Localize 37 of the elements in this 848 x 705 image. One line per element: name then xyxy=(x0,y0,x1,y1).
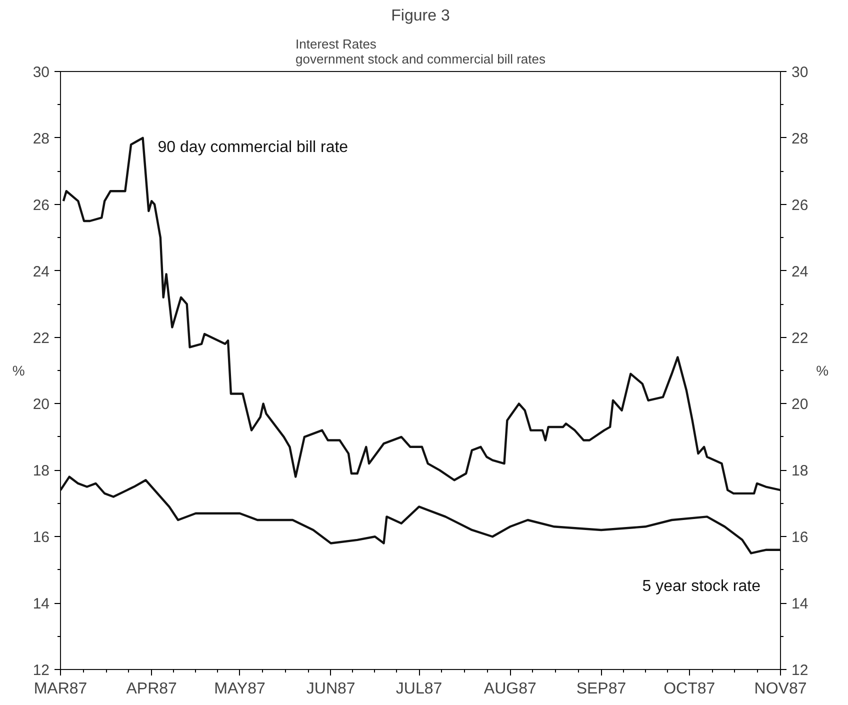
y-tick-label: 20 xyxy=(32,396,50,414)
y2-tick-label: 14 xyxy=(792,596,808,613)
y-tick-label: 30 xyxy=(32,64,50,81)
y-tick-label: 12 xyxy=(32,662,50,679)
y-tick-label: 16 xyxy=(32,529,50,546)
series-label: 5 year stock rate xyxy=(642,578,761,595)
y-tick-label: 18 xyxy=(32,462,50,480)
x-tick-label: APR87 xyxy=(126,680,178,698)
y-tick-label: 14 xyxy=(32,596,50,613)
y-tick-label: 24 xyxy=(32,263,50,280)
y2-axis-title: % xyxy=(816,362,829,378)
y2-tick-label: 30 xyxy=(792,64,808,81)
y2-tick-label: 24 xyxy=(792,263,808,280)
x-tick-label: MAY87 xyxy=(214,680,266,698)
y2-tick-label: 20 xyxy=(792,396,808,414)
line-series xyxy=(60,476,780,554)
y-tick-label: 28 xyxy=(32,130,50,148)
y-tick-label: 22 xyxy=(32,330,50,347)
x-tick-label: JUN87 xyxy=(306,680,356,698)
x-tick-label: AUG87 xyxy=(484,680,536,698)
x-tick-label: NOV87 xyxy=(754,680,807,698)
y2-tick-label: 18 xyxy=(792,462,808,480)
y2-tick-label: 26 xyxy=(792,196,808,214)
y2-tick-label: 28 xyxy=(792,130,808,148)
chart-subtitle: Interest Rates government stock and commercial bill rates xyxy=(296,36,546,66)
y2-tick-label: 16 xyxy=(792,529,808,546)
line-series xyxy=(62,136,780,495)
y2-tick-label: 12 xyxy=(792,662,808,679)
x-tick-label: MAR87 xyxy=(34,680,88,698)
series-label: 90 day commercial bill rate xyxy=(158,138,348,156)
x-tick-label: JUL87 xyxy=(396,680,442,698)
y-tick-label: 26 xyxy=(32,196,50,214)
y-axis-title: % xyxy=(12,362,25,378)
x-tick-label: SEP87 xyxy=(576,680,626,698)
x-tick-label: OCT87 xyxy=(664,680,716,698)
y2-tick-label: 22 xyxy=(792,330,808,347)
chart-title: Figure 3 xyxy=(391,8,450,24)
